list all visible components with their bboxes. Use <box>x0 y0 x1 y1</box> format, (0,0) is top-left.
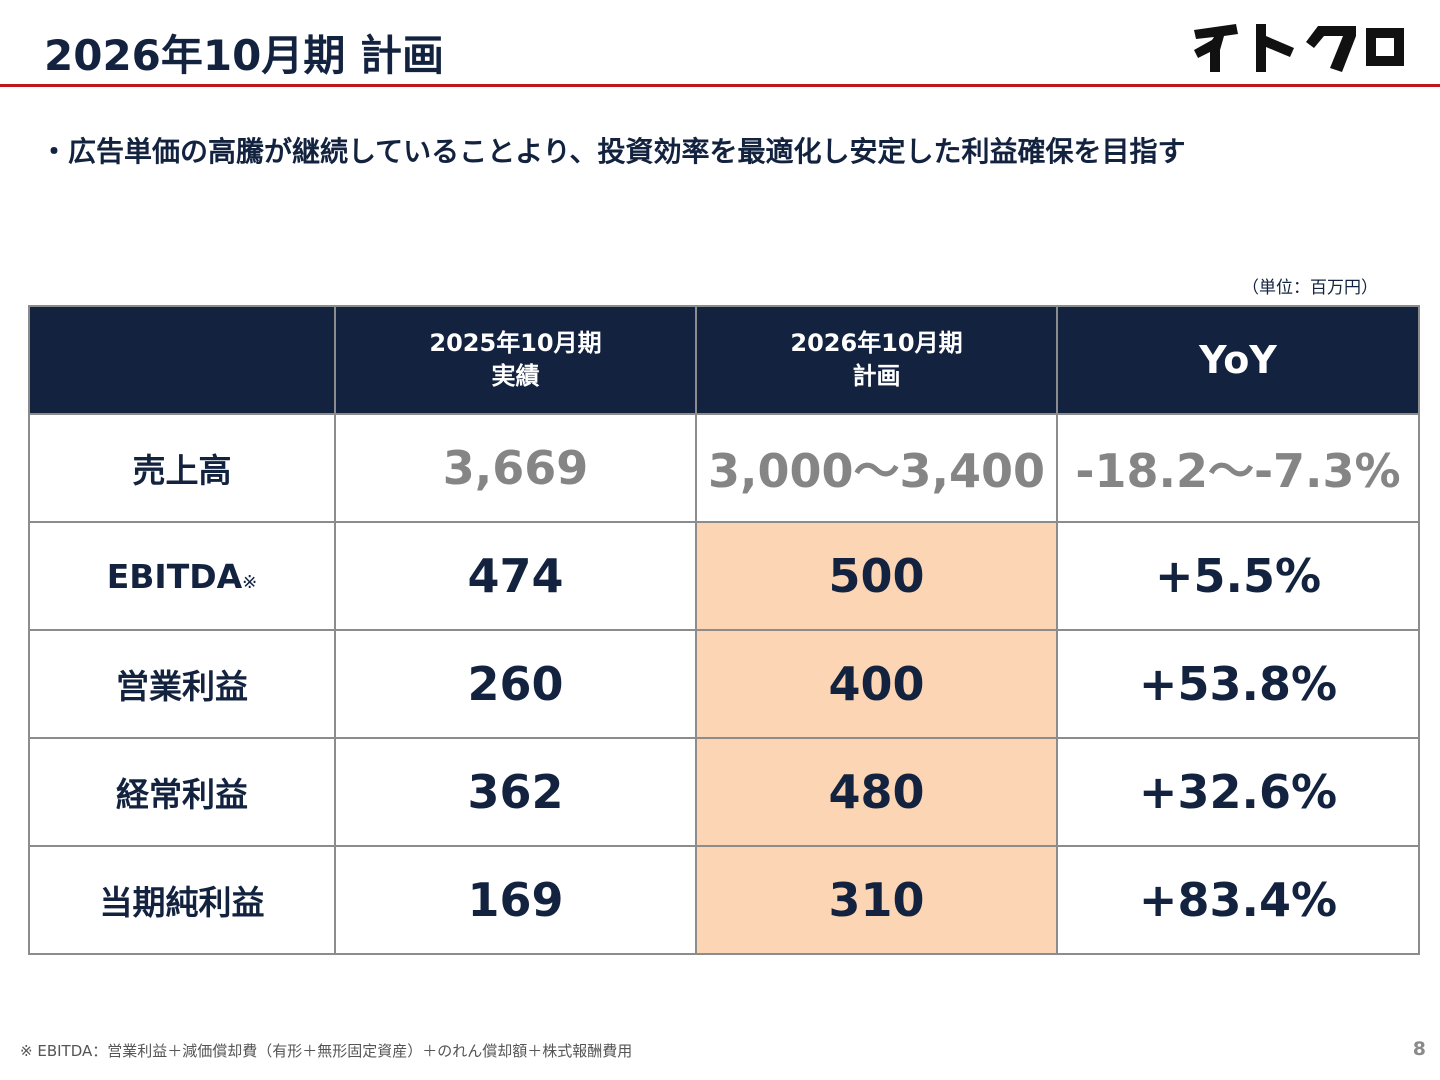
yoy-value: +83.4% <box>1138 873 1338 927</box>
unit-note: （単位：百万円） <box>1242 278 1378 298</box>
table-row-operating-income: 営業利益 260 400 +53.8% <box>28 629 1420 739</box>
yoy-cell: -18.2〜-7.3% <box>1056 413 1420 523</box>
itokuro-logo <box>1194 24 1404 72</box>
financial-plan-table: 2025年10月期 実績 2026年10月期 計画 YoY 売上高 3,669 … <box>28 305 1420 955</box>
row-label-cell: 経常利益 <box>28 737 336 847</box>
row-label-cell: EBITDA※ <box>28 521 336 631</box>
plan-cell-highlighted: 480 <box>695 737 1058 847</box>
actual-value: 260 <box>467 657 564 711</box>
actual-cell: 169 <box>334 845 697 955</box>
footnote-mark: ※ <box>242 571 258 593</box>
plan-cell-highlighted: 400 <box>695 629 1058 739</box>
title-divider <box>0 84 1440 87</box>
yoy-value: +32.6% <box>1138 765 1338 819</box>
header-fy2025-period: 2025年10月期 <box>429 329 602 357</box>
row-label: 売上高 <box>132 451 232 490</box>
plan-cell: 3,000〜3,400 <box>695 413 1058 523</box>
actual-value: 362 <box>467 765 564 819</box>
plan-value: 400 <box>828 657 925 711</box>
actual-value: 169 <box>467 873 564 927</box>
header-fy2026-plan: 2026年10月期 計画 <box>695 305 1058 415</box>
summary-bullet: ・広告単価の高騰が継続していることより、投資効率を最適化し安定した利益確保を目指… <box>40 135 1186 168</box>
row-label: 当期純利益 <box>99 883 265 922</box>
plan-cell-highlighted: 310 <box>695 845 1058 955</box>
plan-value: 500 <box>828 549 925 603</box>
table-header-row: 2025年10月期 実績 2026年10月期 計画 YoY <box>28 305 1420 415</box>
header-fy2025-actual: 2025年10月期 実績 <box>334 305 697 415</box>
yoy-value: +53.8% <box>1138 657 1338 711</box>
row-label-cell: 売上高 <box>28 413 336 523</box>
table-row-ebitda: EBITDA※ 474 500 +5.5% <box>28 521 1420 631</box>
table-row-ordinary-income: 経常利益 362 480 +32.6% <box>28 737 1420 847</box>
actual-value: 3,669 <box>442 441 589 495</box>
row-label: 経常利益 <box>116 775 248 814</box>
actual-cell: 260 <box>334 629 697 739</box>
row-label: 営業利益 <box>116 667 248 706</box>
header-fy2025-type: 実績 <box>491 362 540 390</box>
plan-value: 3,000〜3,400 <box>707 444 1045 498</box>
header-fy2026-type: 計画 <box>852 362 901 390</box>
plan-cell-highlighted: 500 <box>695 521 1058 631</box>
table-row-revenue: 売上高 3,669 3,000〜3,400 -18.2〜-7.3% <box>28 413 1420 523</box>
yoy-cell: +32.6% <box>1056 737 1420 847</box>
row-label: EBITDA <box>106 556 243 596</box>
yoy-cell: +5.5% <box>1056 521 1420 631</box>
plan-value: 310 <box>828 873 925 927</box>
yoy-value: -18.2〜-7.3% <box>1075 444 1401 498</box>
table-row-net-income: 当期純利益 169 310 +83.4% <box>28 845 1420 955</box>
yoy-cell: +53.8% <box>1056 629 1420 739</box>
actual-cell: 474 <box>334 521 697 631</box>
header-fy2026-period: 2026年10月期 <box>790 329 963 357</box>
header-yoy: YoY <box>1056 305 1420 415</box>
row-label-cell: 営業利益 <box>28 629 336 739</box>
header-empty-cell <box>28 305 336 415</box>
ebitda-footnote: ※ EBITDA：営業利益＋減価償却費（有形＋無形固定資産）＋のれん償却額＋株式… <box>20 1042 633 1060</box>
actual-value: 474 <box>467 549 564 603</box>
page-number: 8 <box>1412 1038 1426 1060</box>
actual-cell: 3,669 <box>334 413 697 523</box>
yoy-cell: +83.4% <box>1056 845 1420 955</box>
actual-cell: 362 <box>334 737 697 847</box>
yoy-value: +5.5% <box>1154 549 1322 603</box>
page-title: 2026年10月期 計画 <box>44 31 444 80</box>
row-label-cell: 当期純利益 <box>28 845 336 955</box>
plan-value: 480 <box>828 765 925 819</box>
